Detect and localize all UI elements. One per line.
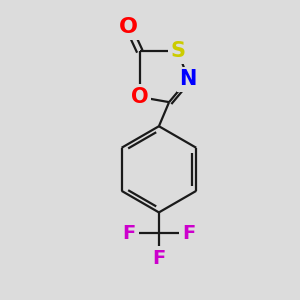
- Text: O: O: [119, 17, 138, 37]
- Text: F: F: [182, 224, 195, 243]
- Text: N: N: [179, 69, 197, 89]
- Text: O: O: [131, 87, 148, 107]
- Text: F: F: [123, 224, 136, 243]
- Text: S: S: [170, 41, 185, 62]
- Text: F: F: [152, 249, 166, 268]
